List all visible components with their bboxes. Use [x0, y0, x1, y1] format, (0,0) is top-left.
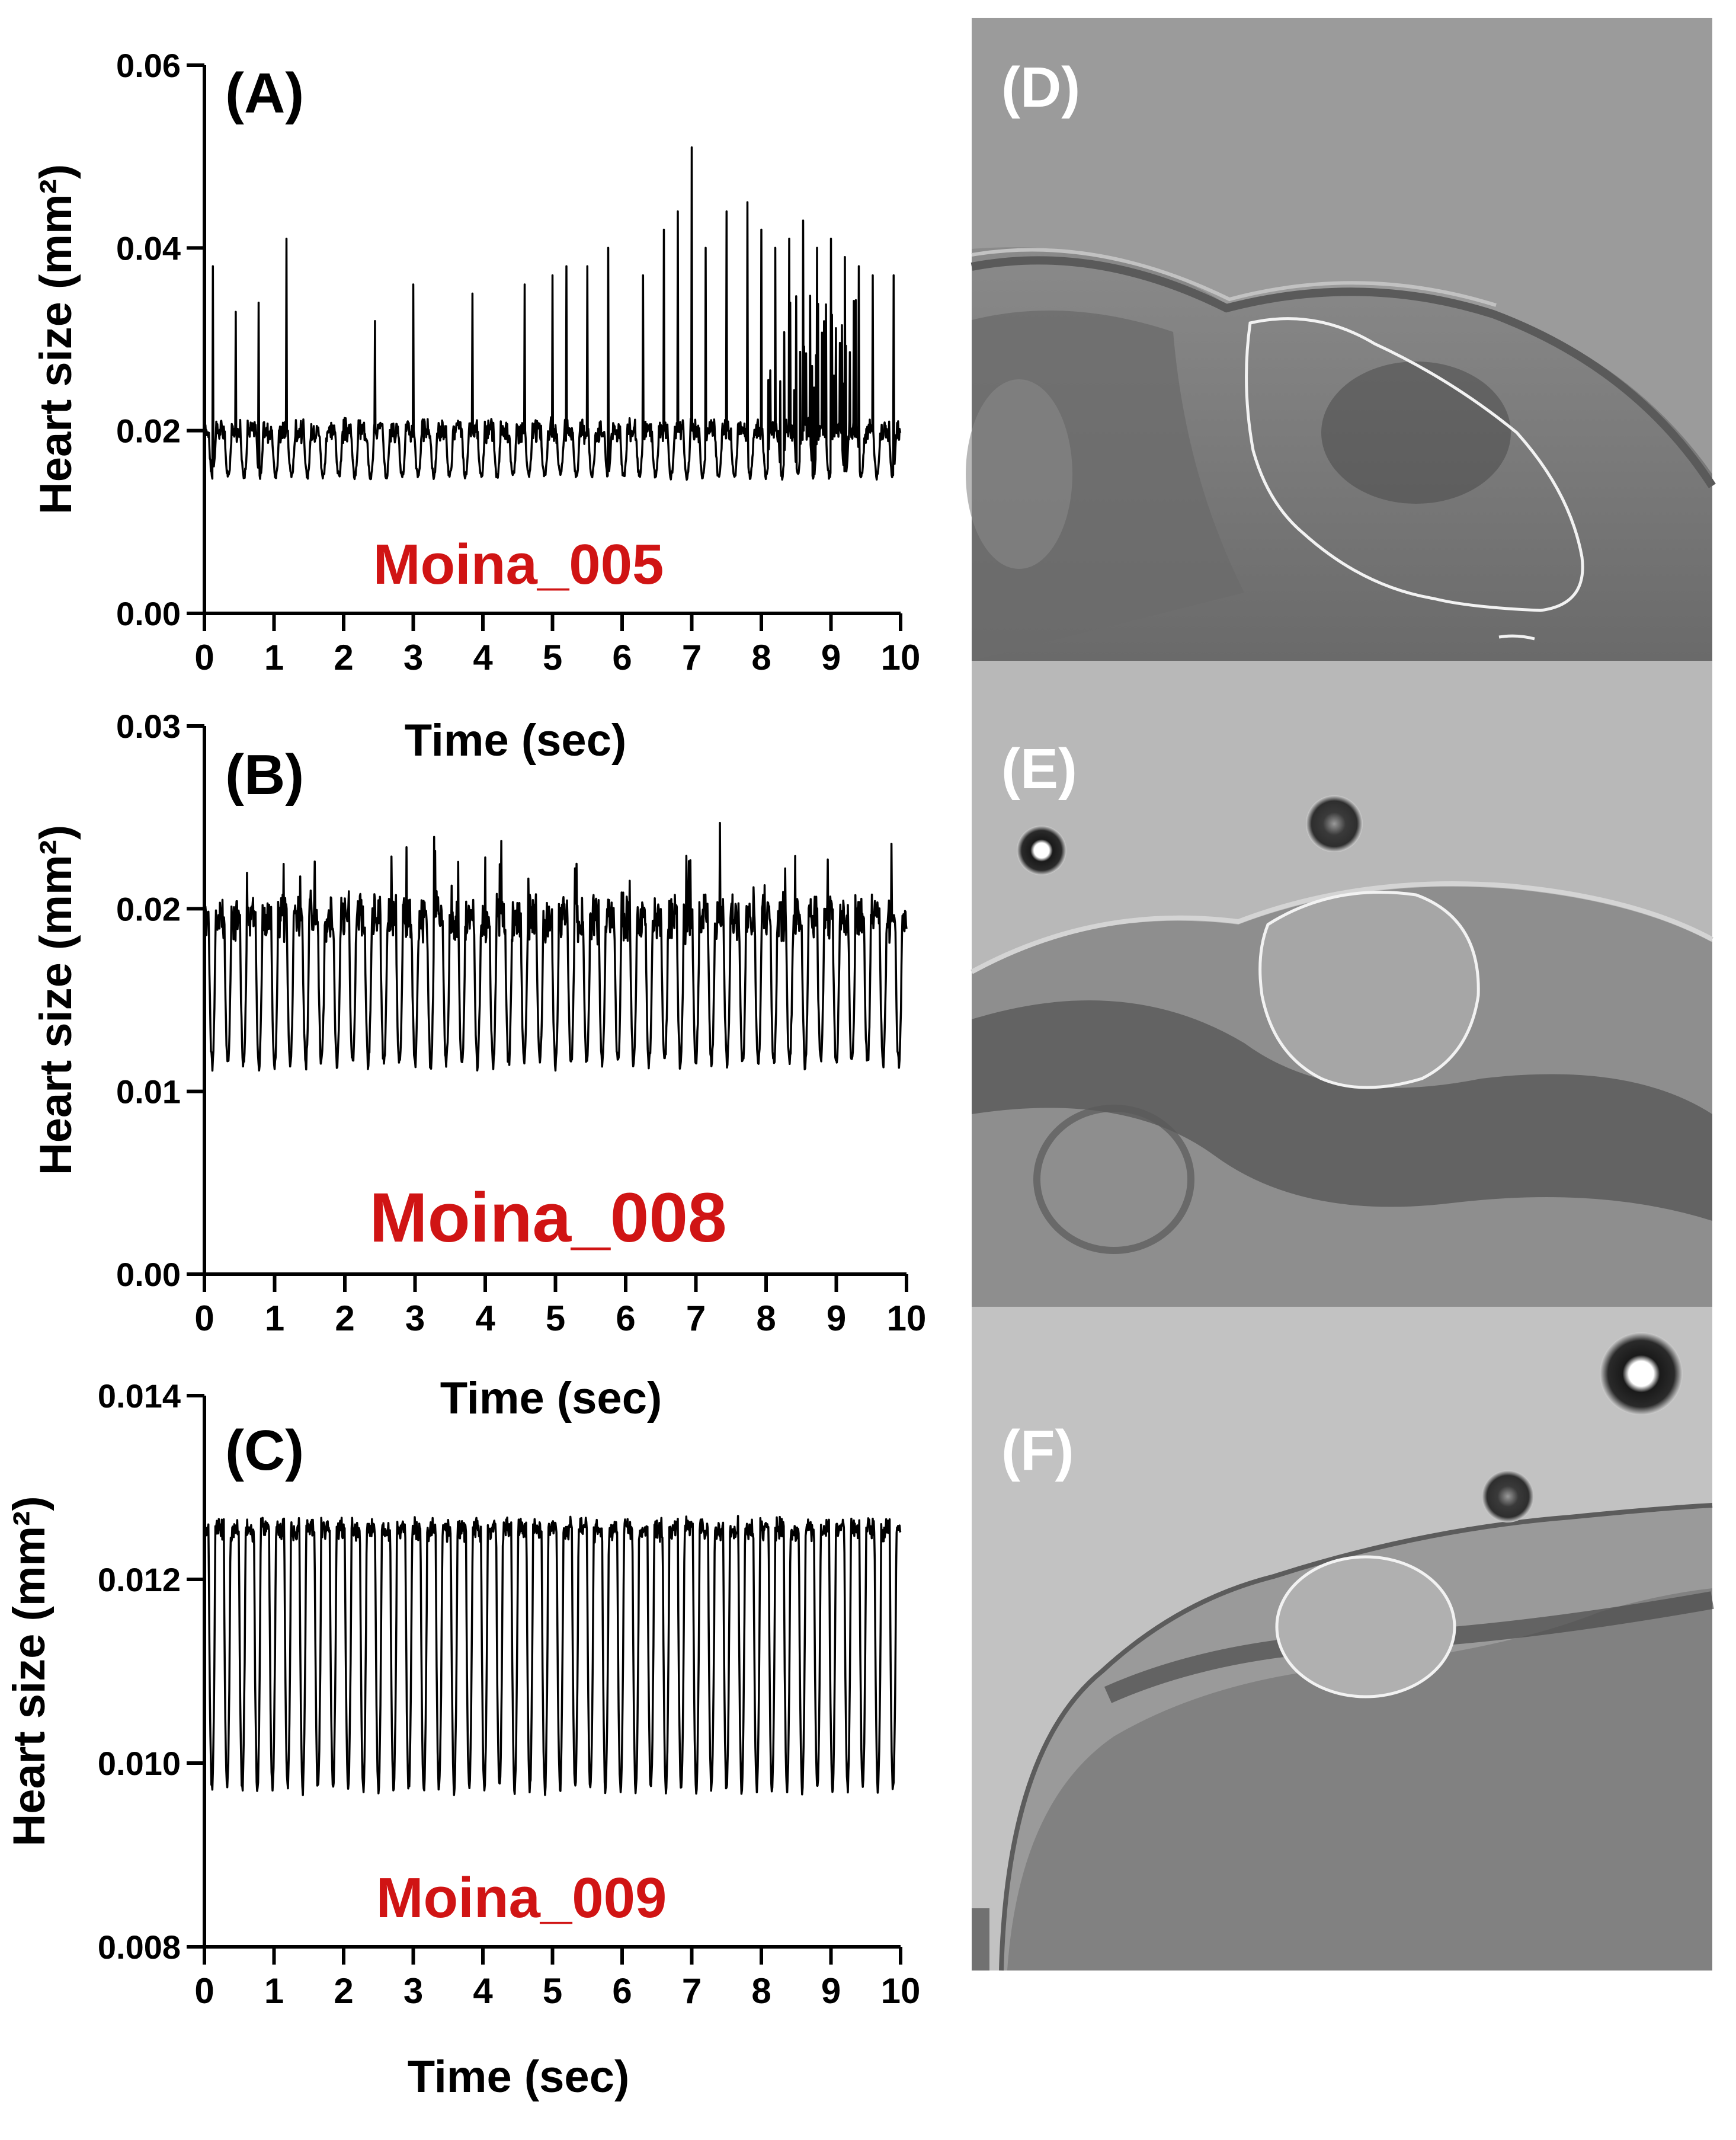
y-tick-label: 0.014 [98, 1377, 181, 1415]
y-tick-label: 0.04 [116, 229, 181, 267]
y-tick-label: 0.06 [116, 47, 181, 84]
chart-panel-a: 0 1 2 3 4 5 6 7 8 9 10 0.00 0.02 0.04 0.06 Time (sec) He… [31, 47, 920, 766]
x-tick-label: 2 [334, 638, 353, 677]
y-tick-label: 0.01 [116, 1073, 181, 1111]
x-tick-label: 6 [612, 1971, 632, 2011]
y-tick-label: 0.008 [98, 1928, 181, 1966]
x-tick-label: 4 [473, 1971, 493, 2011]
x-axis-label: Time (sec) [405, 715, 627, 766]
x-tick-label: 5 [543, 638, 562, 677]
panel-label-f: (F) [1001, 1419, 1074, 1482]
x-tick-label: 9 [821, 638, 841, 677]
x-tick-label: 10 [887, 1298, 927, 1338]
x-tick-label: 10 [881, 638, 921, 677]
x-tick-label: 3 [403, 1971, 423, 2011]
x-tick-label: 5 [543, 1971, 562, 2011]
heart-outline-e [1258, 891, 1480, 1089]
sample-label: Moina_008 [369, 1179, 726, 1257]
y-tick-label: 0.00 [116, 1256, 181, 1293]
x-tick-label: 5 [546, 1298, 565, 1338]
x-tick-label: 6 [612, 638, 632, 677]
micrograph-panel-e: (E) [971, 661, 1713, 1307]
x-tick-label: 4 [473, 638, 493, 677]
heart-outline-f [1275, 1555, 1456, 1698]
chart-panel-c: 0 1 2 3 4 5 6 7 8 9 10 0.008 0.010 0.012 0.014 Time (se… [4, 1377, 920, 2102]
x-tick-label: 1 [265, 1298, 284, 1338]
y-axis-label: Heart size (mm²) [31, 825, 81, 1175]
x-tick-label: 4 [475, 1298, 495, 1338]
x-tick-label: 7 [686, 1298, 706, 1338]
x-tick-label: 3 [405, 1298, 425, 1338]
y-tick-label: 0.02 [116, 412, 181, 450]
micrograph-panel-d: (D) [966, 18, 1716, 661]
x-tick-label: 2 [335, 1298, 354, 1338]
panel-label: (B) [225, 743, 304, 807]
panel-label: (C) [225, 1419, 304, 1482]
x-tick-label: 10 [881, 1971, 921, 2011]
y-axis-label: Heart size (mm²) [4, 1496, 55, 1846]
series-line [203, 146, 902, 481]
series-line [203, 821, 908, 1072]
heart-outline-d [1245, 317, 1584, 612]
panel-label-e: (E) [1001, 737, 1077, 801]
x-tick-label: 7 [682, 638, 702, 677]
y-tick-label: 0.010 [98, 1745, 181, 1782]
x-tick-label: 8 [751, 1971, 771, 2011]
x-tick-label: 8 [751, 638, 771, 677]
series-line [204, 1515, 902, 1796]
panel-label: (A) [225, 62, 304, 125]
x-tick-label: 1 [264, 638, 284, 677]
y-tick-label: 0.00 [116, 595, 181, 632]
x-tick-label: 2 [334, 1971, 353, 2011]
y-tick-label: 0.03 [116, 708, 181, 745]
x-tick-label: 3 [403, 638, 423, 677]
x-tick-label: 9 [827, 1298, 846, 1338]
chart-panel-b: 0 1 2 3 4 5 6 7 8 9 10 0.00 0.01 0.02 0.03 Time (sec) He… [31, 708, 926, 1424]
y-tick-label: 0.012 [98, 1561, 181, 1598]
x-tick-label: 0 [194, 1971, 214, 2011]
y-axis-label: Heart size (mm²) [31, 164, 81, 514]
x-tick-label: 7 [682, 1971, 702, 2011]
x-axis-label: Time (sec) [440, 1373, 662, 1424]
x-tick-label: 1 [264, 1971, 284, 2011]
panel-label-d: (D) [1001, 56, 1080, 119]
micrograph-panel-f: (F) [972, 1307, 1714, 1971]
x-tick-label: 6 [616, 1298, 635, 1338]
sample-label: Moina_005 [373, 533, 664, 596]
x-axis-label: Time (sec) [408, 2052, 630, 2102]
x-tick-label: 9 [821, 1971, 841, 2011]
y-tick-label: 0.02 [116, 890, 181, 927]
x-tick-label: 0 [194, 1298, 214, 1338]
x-tick-label: 8 [756, 1298, 776, 1338]
sample-label: Moina_009 [376, 1866, 667, 1930]
x-tick-label: 0 [194, 638, 214, 677]
